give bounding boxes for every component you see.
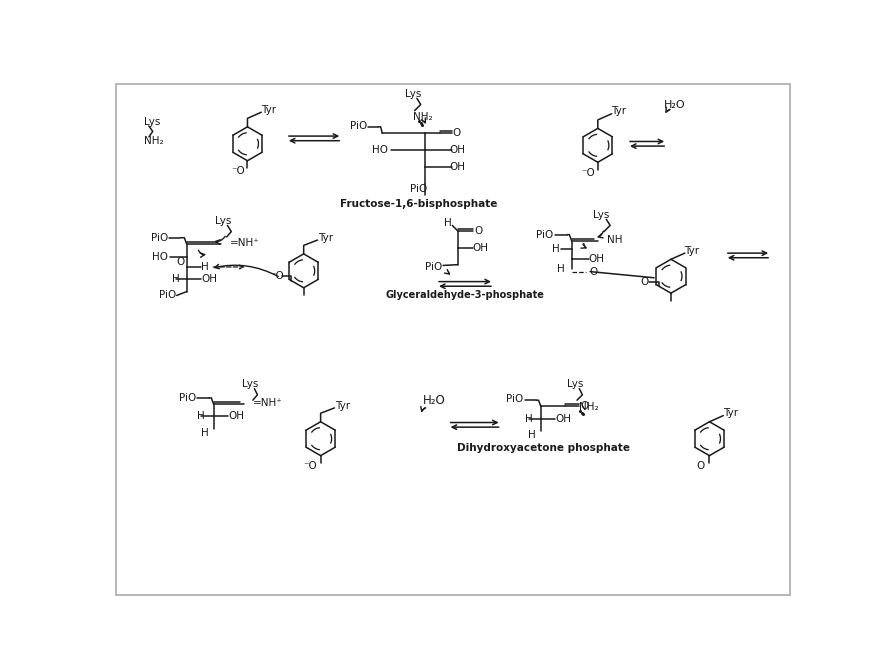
Text: Dihydroxyacetone phosphate: Dihydroxyacetone phosphate bbox=[457, 443, 630, 453]
Text: PiO: PiO bbox=[151, 233, 168, 243]
Text: =NH⁺: =NH⁺ bbox=[253, 398, 283, 409]
Text: OH: OH bbox=[555, 414, 571, 423]
Text: O: O bbox=[475, 226, 483, 236]
Text: OH: OH bbox=[449, 145, 465, 155]
Text: H: H bbox=[524, 414, 532, 423]
Text: H: H bbox=[197, 411, 205, 421]
Text: PiO: PiO bbox=[179, 393, 196, 403]
Text: Tyr: Tyr bbox=[335, 401, 350, 411]
Text: HO: HO bbox=[152, 252, 168, 262]
Text: Tyr: Tyr bbox=[611, 106, 626, 116]
Text: PiO: PiO bbox=[349, 121, 367, 131]
Text: H: H bbox=[529, 430, 537, 440]
Text: PiO: PiO bbox=[506, 394, 523, 405]
Text: O: O bbox=[176, 257, 185, 267]
Text: H₂O: H₂O bbox=[664, 100, 686, 110]
Text: ⁻O: ⁻O bbox=[271, 271, 285, 281]
Text: ⁻O: ⁻O bbox=[581, 168, 595, 178]
Text: Lys: Lys bbox=[215, 216, 231, 226]
Text: Fructose-1,6-bisphosphate: Fructose-1,6-bisphosphate bbox=[340, 199, 498, 209]
Text: NH₂: NH₂ bbox=[143, 136, 164, 146]
Text: H: H bbox=[444, 218, 452, 228]
Text: OH: OH bbox=[201, 274, 217, 284]
Text: Lys: Lys bbox=[405, 89, 421, 99]
Text: Tyr: Tyr bbox=[317, 233, 332, 243]
Text: ⁻O: ⁻O bbox=[304, 462, 317, 472]
Text: H: H bbox=[202, 427, 209, 437]
Text: H₂O: H₂O bbox=[423, 394, 446, 407]
Text: NH: NH bbox=[607, 235, 622, 245]
Text: PiO: PiO bbox=[410, 184, 427, 194]
Text: ⁻O: ⁻O bbox=[232, 167, 245, 177]
Text: NH₂: NH₂ bbox=[579, 402, 598, 412]
Text: Glyceraldehyde-3-phosphate: Glyceraldehyde-3-phosphate bbox=[386, 290, 545, 300]
Text: HO: HO bbox=[372, 145, 388, 155]
Text: Lys: Lys bbox=[567, 379, 583, 389]
Text: Lys: Lys bbox=[593, 210, 610, 220]
Text: O: O bbox=[581, 401, 589, 411]
Text: O: O bbox=[641, 277, 649, 287]
Text: H: H bbox=[172, 274, 179, 284]
Text: H: H bbox=[557, 263, 565, 274]
Text: OH: OH bbox=[473, 243, 489, 253]
Text: =NH⁺: =NH⁺ bbox=[230, 238, 260, 248]
Text: O: O bbox=[696, 462, 705, 472]
Text: O: O bbox=[452, 128, 461, 138]
Text: Tyr: Tyr bbox=[723, 409, 738, 418]
Text: H: H bbox=[202, 262, 209, 272]
FancyBboxPatch shape bbox=[116, 84, 790, 595]
Text: Tyr: Tyr bbox=[261, 105, 276, 115]
Text: NH₂: NH₂ bbox=[413, 112, 433, 122]
Text: OH: OH bbox=[449, 162, 465, 172]
Text: Lys: Lys bbox=[241, 379, 258, 389]
Text: OH: OH bbox=[228, 411, 244, 421]
Text: H: H bbox=[552, 244, 560, 254]
Text: PiO: PiO bbox=[425, 262, 442, 272]
Text: Lys: Lys bbox=[143, 117, 160, 127]
Text: Tyr: Tyr bbox=[684, 246, 699, 256]
Text: OH: OH bbox=[588, 253, 605, 263]
Text: O: O bbox=[589, 267, 598, 277]
Text: PiO: PiO bbox=[158, 290, 176, 300]
Text: PiO: PiO bbox=[536, 230, 553, 240]
